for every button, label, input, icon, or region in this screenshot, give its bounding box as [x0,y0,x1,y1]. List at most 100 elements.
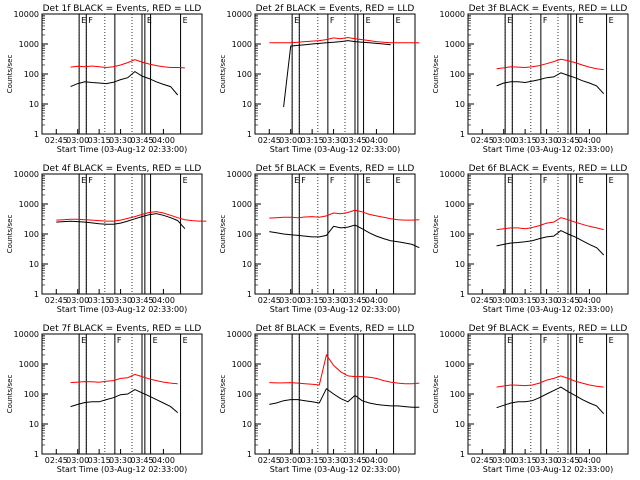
y-tick-label: 1 [247,290,252,299]
y-tick-label: 10 [242,260,252,269]
series-lld-line [269,353,420,386]
y-tick-label: 10 [455,420,465,429]
event-marker-label: E [183,336,188,345]
x-tick-label: 03:30 [535,456,558,465]
x-tick-label: 03:45 [556,456,579,465]
x-tick-label: 02:45 [45,456,68,465]
event-marker-label: E [507,176,512,185]
plot-title: Det 6f BLACK = Events, RED = LLD [469,164,628,174]
plot-title: Det 8f BLACK = Events, RED = LLD [256,324,415,334]
x-tick-label: 02:45 [45,296,68,305]
event-marker-label: E [579,336,584,345]
series-lld-line [269,36,420,44]
plot-frame [254,13,416,135]
event-marker-label: E [81,336,86,345]
series-lld-line [70,59,185,69]
event-marker-label: E [294,16,299,25]
y-tick-label: 10000 [227,10,252,19]
event-marker-label: F [543,176,548,185]
plot-6: Det 6f BLACK = Events, RED = LLD 1 10 100 10… [432,164,629,314]
event-marker-label: E [366,176,371,185]
y-tick-label: 1 [460,130,465,139]
x-tick-label: 03:30 [322,136,345,145]
x-tick-label: 03:00 [66,456,89,465]
y-tick-label: 10 [29,420,39,429]
y-tick-label: 100 [24,230,39,239]
y-tick-label: 10000 [440,170,465,179]
x-tick-label: 03:15 [301,456,324,465]
event-marker-label: E [579,16,584,25]
series-lld-line [56,211,207,222]
y-tick-label: 1 [247,450,252,459]
event-marker-label: F [543,336,548,345]
x-tick-label: 03:45 [343,296,366,305]
x-tick-label: 03:00 [66,296,89,305]
plot-title: Det 3f BLACK = Events, RED = LLD [469,4,628,14]
x-tick-label: 02:45 [258,296,281,305]
x-tick-label: 03:45 [556,136,579,145]
event-marker-label: F [301,176,306,185]
event-marker-label: F [330,176,335,185]
y-tick-label: 10 [29,100,39,109]
plot-5: Det 5f BLACK = Events, RED = LLD 1 10 100 10… [219,164,420,314]
event-marker-label: E [81,16,86,25]
event-marker-label: E [507,336,512,345]
y-tick-label: 100 [450,70,465,79]
plot-3: Det 3f BLACK = Events, RED = LLD 1 10 100 10… [432,4,629,154]
x-tick-label: 04:00 [578,296,601,305]
plot-frame [467,333,629,455]
y-tick-label: 1 [34,450,39,459]
x-tick-label: 02:45 [471,456,494,465]
y-tick-label: 1000 [19,200,39,209]
y-axis-label: Counts/sec [219,375,227,414]
x-tick-label: 04:00 [365,296,388,305]
y-tick-label: 100 [237,70,252,79]
x-tick-label: 04:00 [578,456,601,465]
y-axis-label: Counts/sec [6,215,14,254]
event-marker-label: F [117,336,122,345]
event-marker-label: E [609,176,614,185]
x-tick-label: 04:00 [365,456,388,465]
event-marker-label: E [579,176,584,185]
x-tick-label: 04:00 [152,456,175,465]
event-marker-label: E [294,176,299,185]
series-lld-line [496,58,604,71]
y-tick-label: 100 [24,70,39,79]
y-tick-label: 10000 [14,170,39,179]
y-axis-label: Counts/sec [6,55,14,94]
x-tick-label: 02:45 [471,136,494,145]
x-tick-label: 03:45 [343,456,366,465]
y-tick-label: 1 [460,290,465,299]
y-axis-label: Counts/sec [219,55,227,94]
y-axis-label: Counts/sec [6,375,14,414]
y-tick-label: 1000 [19,40,39,49]
x-axis-label: Start Time (03-Aug-12 02:33:00) [57,465,188,474]
plot-frame [467,173,629,295]
y-axis-label: Counts/sec [432,375,440,414]
x-tick-label: 03:30 [535,296,558,305]
plot-title: Det 5f BLACK = Events, RED = LLD [256,164,415,174]
series-events-line [496,386,605,415]
y-tick-label: 10000 [14,10,39,19]
plot-8: Det 8f BLACK = Events, RED = LLD 1 10 100 10… [219,324,420,474]
plot-frame [41,333,203,455]
y-tick-label: 10 [242,420,252,429]
x-tick-label: 03:30 [109,296,132,305]
plot-title: Det 1f BLACK = Events, RED = LLD [43,4,202,14]
series-events-line [70,70,179,96]
x-axis-label: Start Time (03-Aug-12 02:33:00) [270,465,401,474]
y-tick-label: 100 [450,390,465,399]
y-tick-label: 1000 [232,200,252,209]
event-marker-label: E [507,16,512,25]
x-tick-label: 03:00 [492,296,515,305]
event-marker-label: F [88,16,93,25]
x-axis-label: Start Time (03-Aug-12 02:33:00) [483,465,614,474]
y-tick-label: 100 [237,390,252,399]
x-tick-label: 02:45 [258,136,281,145]
x-tick-label: 03:15 [514,296,537,305]
series-events-line [269,224,420,249]
series-lld-line [70,373,178,385]
event-marker-label: E [147,16,152,25]
x-tick-label: 03:45 [130,296,153,305]
